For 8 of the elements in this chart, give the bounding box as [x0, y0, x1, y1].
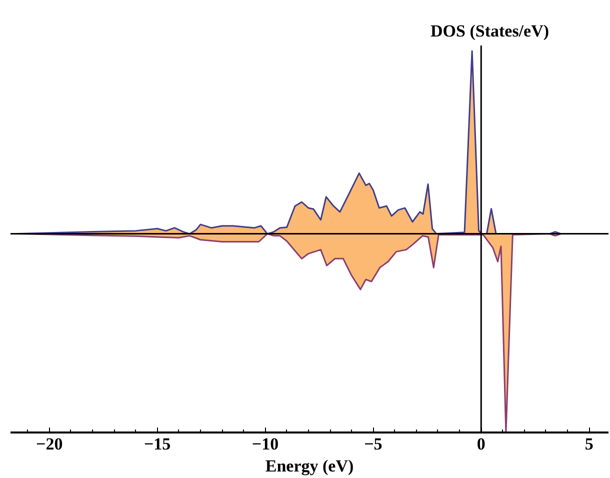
x-axis-title: Energy (eV) — [265, 456, 354, 476]
x-tick-label: −10 — [252, 434, 279, 454]
y-axis-title: DOS (States/eV) — [430, 22, 550, 40]
x-tick-label: 0 — [476, 434, 486, 454]
x-tick-label: −5 — [364, 434, 382, 454]
x-tick-label: −15 — [144, 434, 171, 454]
x-tick-label: 5 — [584, 434, 594, 454]
x-tick-label: −20 — [36, 434, 63, 454]
